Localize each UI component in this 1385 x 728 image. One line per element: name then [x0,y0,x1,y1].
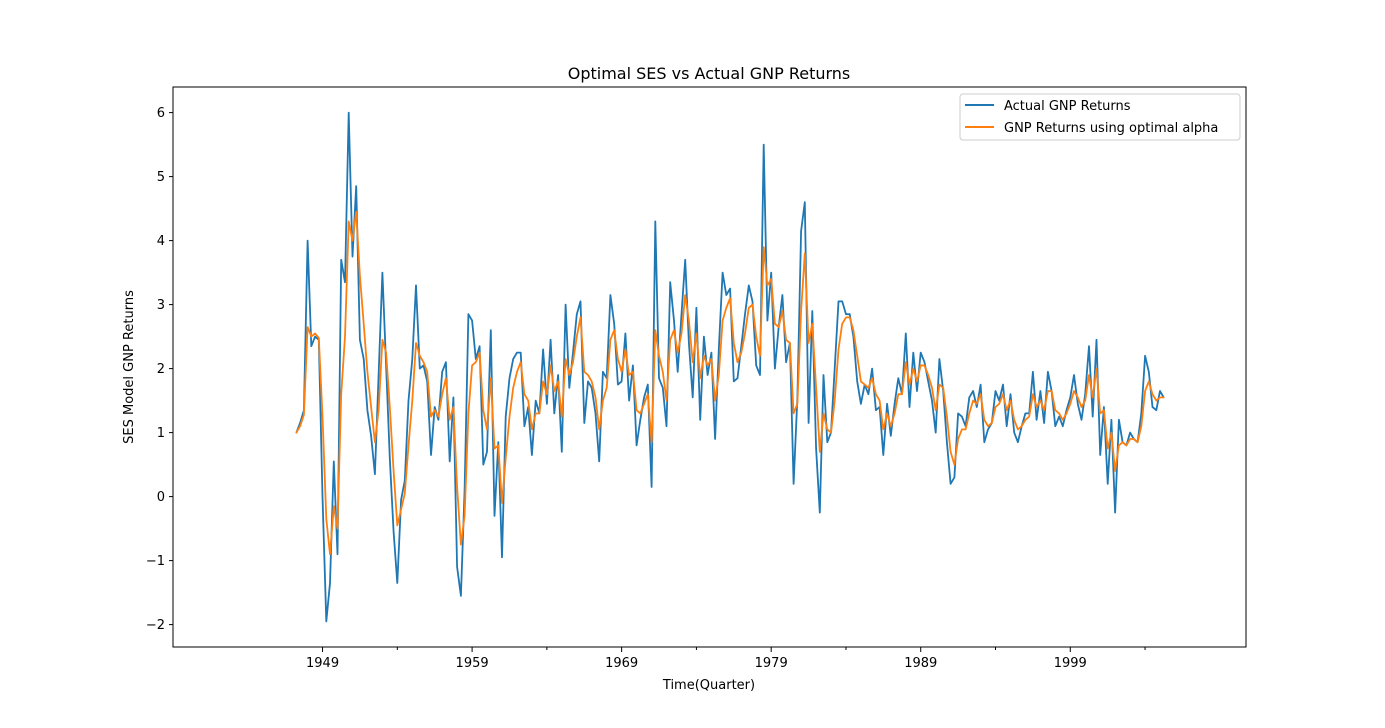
legend-box [959,93,1241,141]
x-tick-label: 1959 [456,656,489,671]
y-tick-label: −2 [146,618,165,633]
x-tick-label: 1969 [605,656,638,671]
axis-ticks: −2 −1 0 1 2 3 4 5 6 1949 1959 1969 1979 1989 1999 [146,106,1146,671]
series-line-actual [295,111,1165,623]
series-lines [295,111,1165,623]
x-tick-label: 1999 [1054,656,1087,671]
y-tick-label: −1 [146,554,165,569]
y-tick-label: 6 [157,106,165,121]
y-tick-label: 0 [157,490,165,505]
y-tick-label: 1 [157,426,165,441]
x-tick-label: 1979 [755,656,788,671]
y-tick-label: 4 [157,234,165,249]
series-line-ses [295,210,1165,556]
x-tick-label: 1949 [306,656,339,671]
x-axis-title: Time(Quarter) [662,678,755,693]
y-axis-title: SES Model GNP Returns [122,290,137,444]
legend-label-ses: GNP Returns using optimal alpha [1004,121,1218,136]
plot-area [172,86,1247,648]
chart-title: Optimal SES vs Actual GNP Returns [568,64,851,83]
plot-frame [172,86,1247,648]
legend-label-actual: Actual GNP Returns [1004,99,1131,114]
y-tick-label: 3 [157,298,165,313]
y-tick-label: 2 [157,362,165,377]
y-tick-label: 5 [157,170,165,185]
x-tick-label: 1989 [904,656,937,671]
legend: Actual GNP Returns GNP Returns using opt… [959,93,1241,141]
